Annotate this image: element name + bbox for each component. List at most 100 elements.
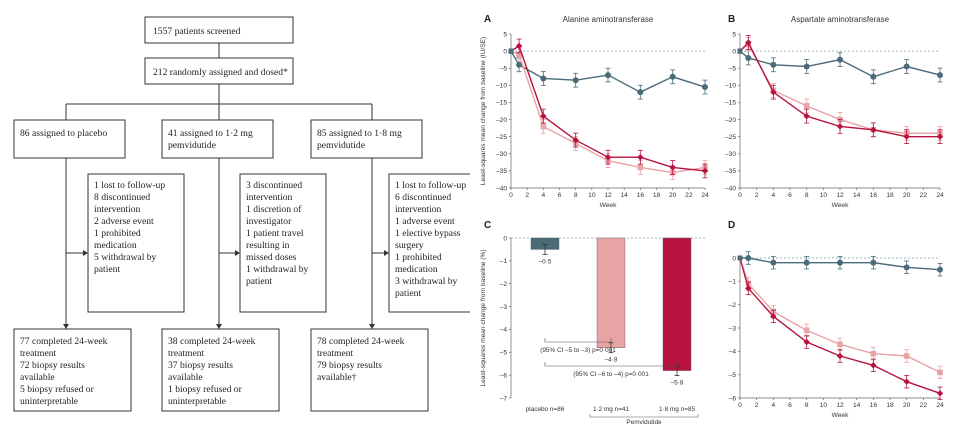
series-line-placebo: [739, 50, 941, 78]
data-point-low-dose: [837, 341, 843, 348]
data-point-high-dose: [770, 313, 777, 320]
panel-b-ast-chart: B Aspartate aminotransferase 5 0 –5 –10 –15 –20…: [725, 14, 944, 209]
data-point-high-dose: [870, 126, 877, 134]
completed-text-line: 78 completed 24-week: [317, 336, 405, 347]
x-tick-label: 6: [788, 402, 792, 409]
exclusion-text-line: 1 lost to follow-up: [94, 180, 165, 191]
exclusion-text-line: 1 discretion of: [246, 204, 302, 215]
y-tick-label: –7: [500, 395, 508, 402]
x-tick-label: 16: [637, 192, 645, 199]
y-tick-label: –1: [500, 258, 508, 265]
x-tick-label: 0: [738, 402, 742, 409]
data-point-high-dose: [637, 154, 644, 161]
assigned-text-line: 86 assigned to placebo: [20, 128, 107, 139]
x-tick-label: 10: [820, 192, 828, 199]
data-point-placebo: [803, 259, 810, 266]
data-point-placebo: [903, 264, 910, 271]
data-point-baseline: [737, 48, 743, 54]
arrow-head: [83, 250, 88, 256]
y-tick-label: –25: [496, 134, 507, 141]
chart-title: Alanine aminotransferase: [563, 15, 654, 24]
exclusion-box: [388, 173, 470, 313]
exclusion-text: 1 lost to follow-up 8 discontinued interve…: [94, 180, 165, 275]
significance-bracket: [544, 362, 678, 367]
x-tick-label: 4: [541, 192, 545, 199]
completed-text-line: 37 biopsy results: [168, 360, 233, 371]
y-tick-label: –20: [725, 117, 736, 124]
x-tick-label: 14: [620, 192, 628, 199]
completed-text: 78 completed 24-week treatment 79 biopsy r…: [317, 336, 405, 383]
group-label: Pemvidutide: [626, 419, 662, 425]
screened-text: 1557 patients screened: [153, 26, 241, 37]
data-point-placebo: [837, 56, 843, 63]
exclusion-text-line: 1 patient travel: [246, 228, 304, 239]
completed-text-line: 77 completed 24-week: [20, 336, 108, 347]
exclusion-text-line: 1 withdrawal by: [246, 264, 309, 275]
data-point-high-dose: [870, 362, 877, 369]
y-tick-label: –20: [496, 117, 507, 124]
x-tick-label: 18: [886, 192, 894, 199]
exclusion-text-line: intervention: [395, 204, 442, 215]
assigned-box: [310, 119, 423, 159]
y-tick-label: –15: [496, 100, 507, 107]
bar-low_dose: [596, 237, 626, 348]
data-point-high-dose: [803, 338, 810, 346]
completed-text-line: available†: [317, 372, 357, 383]
data-point-high-dose: [770, 88, 777, 96]
x-axis-label: Week: [600, 202, 617, 209]
assigned-text-line: pemvidutide: [168, 140, 216, 151]
y-tick-label: –6: [729, 395, 737, 402]
x-tick-label: 24: [701, 192, 709, 199]
completed-text-line: treatment: [168, 348, 205, 359]
x-tick-label: 24: [936, 402, 944, 409]
category-label: 1·8 mg n=85: [659, 406, 696, 413]
x-tick-label: 10: [588, 192, 596, 199]
completed-text: 38 completed 24-week treatment 37 biopsy r…: [168, 336, 256, 407]
assigned-text-line: 85 assigned to 1·8 mg: [317, 128, 402, 139]
x-tick-label: 4: [771, 192, 775, 199]
completed-text-line: 79 biopsy results: [317, 360, 382, 371]
x-tick-label: 12: [836, 192, 844, 199]
data-point-placebo: [540, 75, 547, 82]
y-tick-label: –4: [729, 349, 737, 356]
data-point-placebo: [837, 259, 843, 266]
x-tick-label: 18: [886, 402, 894, 409]
screened-box: 1557 patients screened: [144, 16, 294, 44]
x-tick-label: 8: [805, 192, 809, 199]
x-tick-label: 6: [558, 192, 562, 199]
data-point-placebo: [937, 72, 943, 79]
data-point-low-dose: [803, 103, 810, 109]
data-point-placebo: [637, 89, 644, 96]
x-tick-label: 20: [903, 402, 911, 409]
completed-box: [161, 328, 280, 412]
data-point-high-dose: [803, 112, 810, 120]
data-point-low-dose: [870, 350, 877, 357]
arm-3: 85 assigned to 1·8 mg pemvidutide 1 lost t…: [310, 119, 470, 412]
exclusion-text-line: 3 discontinued: [246, 180, 302, 191]
x-tick-label: 12: [604, 192, 612, 199]
completed-text-line: treatment: [317, 348, 354, 359]
x-tick-label: 2: [755, 192, 759, 199]
data-point-high-dose: [836, 352, 844, 360]
arrow-head: [235, 250, 240, 256]
exclusion-text-line: 1 prohibited: [94, 228, 141, 239]
data-point-placebo: [516, 61, 523, 68]
arrow-head: [384, 250, 389, 256]
data-point-high-dose: [903, 378, 910, 385]
exclusion-text-line: 1 elective bypass: [395, 228, 461, 239]
completed-text-line: 72 biopsy results: [20, 360, 85, 371]
data-point-placebo: [605, 72, 611, 79]
assigned-text: 41 assigned to 1·2 mg pemvidutide: [168, 128, 253, 151]
arm-1: 86 assigned to placebo 1 lost to follow-u…: [13, 119, 185, 412]
x-tick-label: 2: [525, 192, 529, 199]
arrow-head: [369, 324, 375, 329]
exclusion-text-line: patient: [395, 288, 421, 299]
completed-text: 77 completed 24-week treatment 72 biopsy r…: [20, 336, 108, 407]
y-tick-label: –30: [496, 151, 507, 158]
data-point-low-dose: [540, 123, 547, 130]
data-point-high-dose: [515, 42, 523, 50]
data-point-baseline: [737, 255, 743, 261]
y-tick-label: –10: [496, 83, 507, 90]
y-tick-label: –25: [725, 134, 736, 141]
